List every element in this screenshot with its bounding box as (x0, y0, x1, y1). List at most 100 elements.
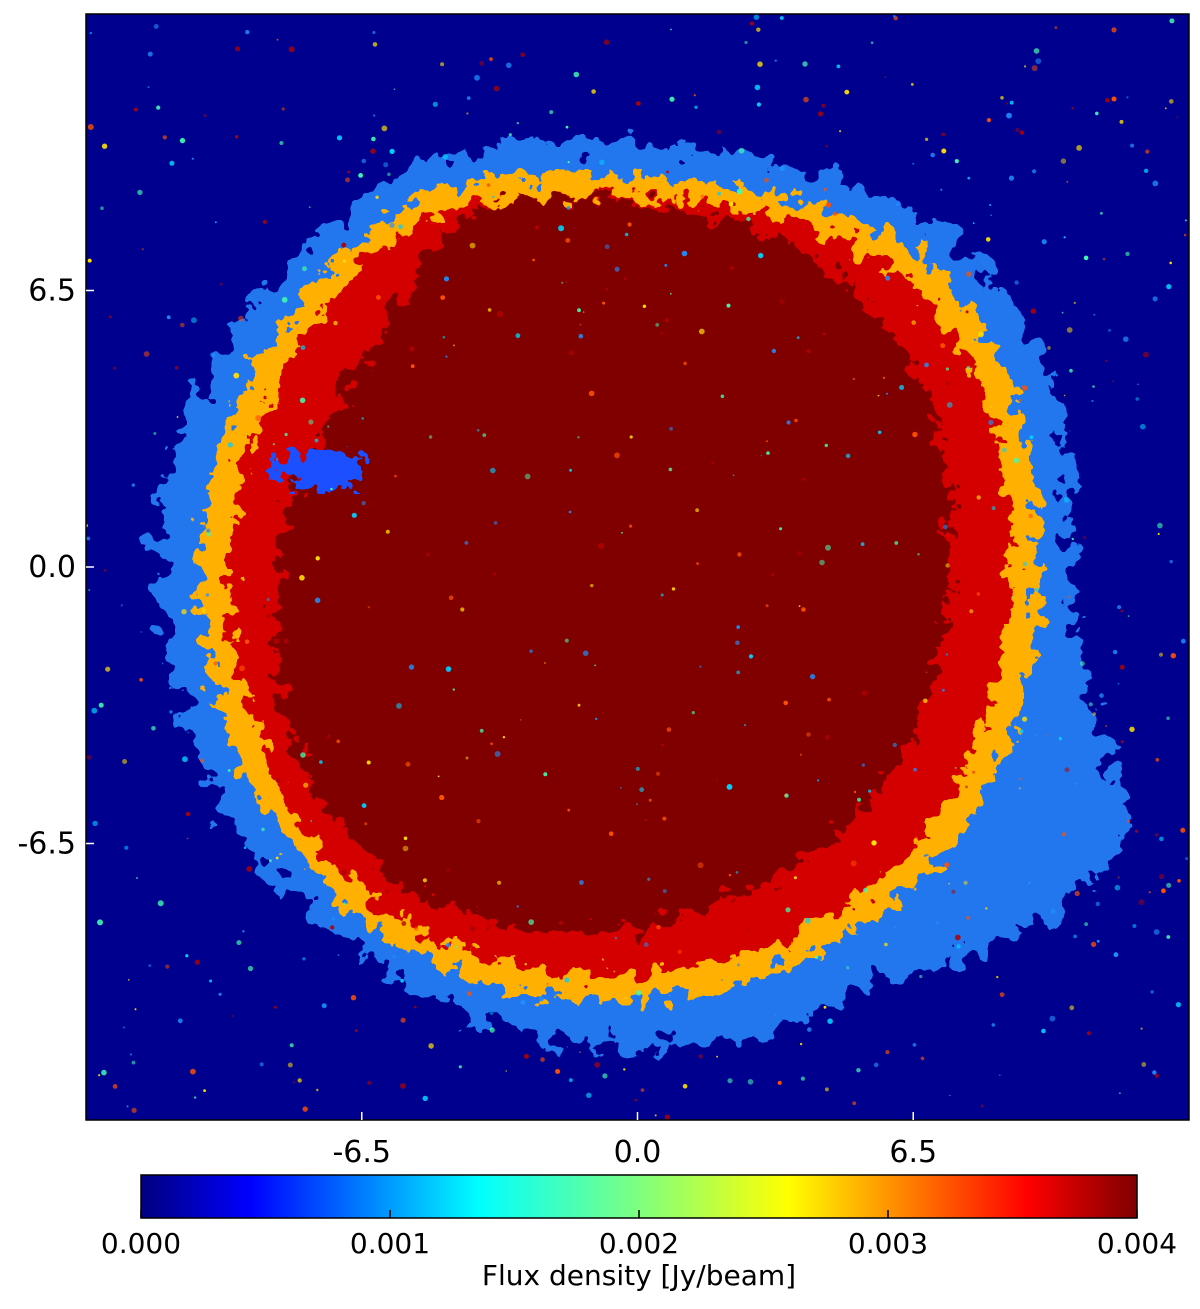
noise-speckle (281, 107, 285, 111)
noise-speckle (735, 871, 739, 874)
noise-speckle (640, 1088, 645, 1092)
noise-speckle (1185, 857, 1189, 861)
noise-speckle (493, 85, 500, 92)
noise-speckle (227, 442, 233, 448)
noise-speckle (156, 105, 161, 110)
noise-speckle (1159, 874, 1164, 879)
noise-speckle (186, 837, 189, 840)
noise-speckle (894, 926, 897, 929)
noise-speckle (754, 84, 761, 91)
noise-speckle (700, 194, 705, 199)
noise-speckle (98, 702, 104, 708)
noise-speckle (194, 959, 200, 965)
y-tick-label: -6.5 (17, 827, 76, 862)
noise-speckle (1112, 380, 1115, 383)
noise-speckle (279, 141, 284, 145)
noise-speckle (234, 135, 239, 139)
noise-speckle (1034, 733, 1038, 737)
noise-speckles (86, 14, 1189, 1120)
noise-speckle (821, 103, 826, 108)
noise-speckle (101, 1069, 107, 1076)
noise-speckle (736, 625, 740, 629)
noise-speckle (464, 541, 469, 545)
noise-speckle (238, 315, 244, 322)
noise-speckle (516, 122, 519, 125)
noise-speckle (139, 678, 143, 682)
noise-speckle (336, 739, 341, 744)
noise-speckle (579, 1051, 581, 1053)
noise-speckle (1060, 158, 1067, 164)
noise-speckle (1166, 716, 1170, 721)
noise-speckle (275, 778, 281, 783)
noise-speckle (656, 771, 660, 776)
noise-speckle (845, 453, 851, 459)
noise-speckle (206, 531, 212, 537)
x-axis: -6.5 0.0 6.5 (332, 1112, 937, 1170)
noise-speckle (844, 89, 850, 95)
noise-speckle (1095, 901, 1101, 907)
noise-speckle (654, 1114, 657, 1117)
noise-speckle (972, 222, 975, 225)
noise-speckle (860, 542, 865, 546)
noise-speckle (376, 295, 381, 300)
noise-speckle (1176, 116, 1179, 119)
noise-speckle (885, 1050, 890, 1055)
noise-speckle (122, 1026, 125, 1029)
noise-speckle (405, 761, 411, 767)
noise-speckle (785, 907, 791, 913)
noise-speckle (293, 1081, 295, 1084)
noise-speckle (1049, 1015, 1056, 1022)
noise-speckle (892, 14, 896, 18)
noise-speckle (568, 510, 572, 514)
noise-speckle (940, 343, 946, 349)
noise-speckle (1019, 399, 1022, 402)
noise-speckle (489, 1011, 494, 1015)
noise-speckle (1132, 924, 1137, 928)
noise-speckle (664, 318, 669, 323)
noise-speckle (534, 225, 539, 230)
noise-speckle (137, 189, 143, 196)
noise-speckle (660, 743, 664, 747)
noise-speckle (620, 787, 622, 789)
noise-speckle (885, 275, 891, 281)
noise-speckle (988, 419, 994, 426)
noise-speckle (1135, 397, 1139, 401)
noise-speckle (1074, 782, 1077, 785)
noise-speckle (126, 1105, 129, 1108)
noise-speckle (644, 819, 647, 822)
noise-speckle (371, 503, 374, 505)
noise-speckle (100, 206, 104, 210)
noise-speckle (1180, 638, 1186, 644)
noise-speckle (1177, 879, 1181, 883)
noise-speckle (89, 31, 93, 35)
noise-speckle (955, 603, 958, 606)
core-saturated (274, 197, 951, 932)
noise-speckle (716, 1055, 718, 1058)
noise-speckle (246, 866, 253, 872)
noise-speckle (1105, 98, 1110, 103)
noise-speckle (1166, 284, 1172, 290)
noise-speckle (716, 779, 719, 782)
colorbar-tick-label: 0.001 (350, 1227, 430, 1260)
noise-speckle (371, 136, 376, 142)
noise-speckle (919, 974, 923, 979)
noise-speckle (827, 697, 831, 702)
noise-speckle (1169, 559, 1173, 564)
noise-speckle (1125, 251, 1130, 257)
noise-speckle (131, 483, 135, 487)
y-tick-label: 0.0 (28, 550, 76, 585)
noise-speckle (727, 1078, 733, 1084)
noise-speckle (169, 710, 173, 714)
noise-speckle (925, 137, 929, 141)
noise-speckle (1088, 702, 1093, 707)
noise-speckle (413, 926, 419, 931)
noise-speckle (823, 187, 827, 192)
noise-speckle (1138, 899, 1145, 906)
noise-speckle (659, 331, 664, 336)
noise-speckle (1152, 180, 1159, 187)
noise-speckle (664, 264, 668, 267)
noise-speckle (565, 238, 571, 243)
noise-speckle (209, 979, 213, 983)
colorbar-tick-label: 0.004 (1097, 1227, 1177, 1260)
noise-speckle (341, 869, 347, 876)
